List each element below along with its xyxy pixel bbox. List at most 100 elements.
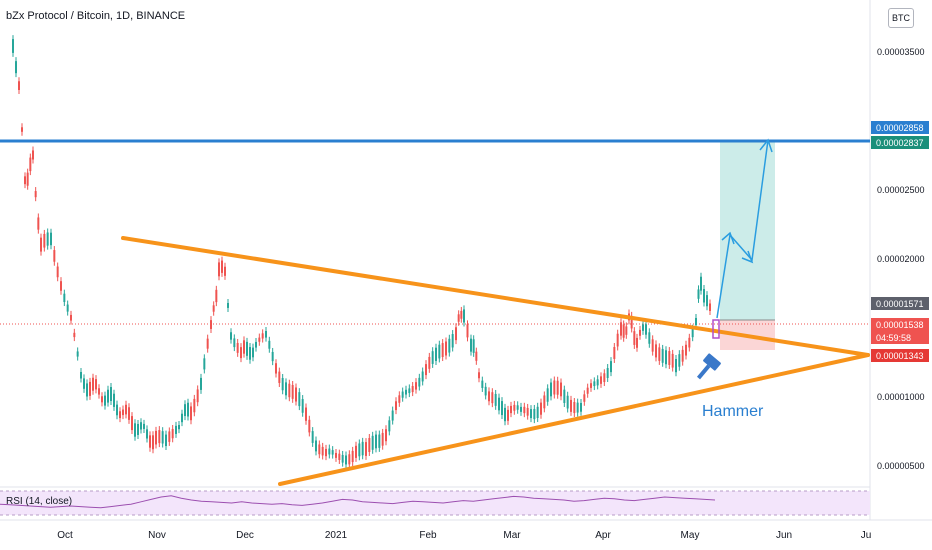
- candle-body: [570, 399, 572, 412]
- price-axis[interactable]: 0.00003500 0.00002500 0.00002000 0.00001000…: [877, 47, 925, 471]
- price-tags: 0.00002858 0.00002837 0.00001571 0.00001538…: [871, 121, 929, 362]
- currency-button[interactable]: BTC: [888, 8, 914, 28]
- candle-body: [40, 237, 42, 252]
- candle-body: [451, 334, 454, 348]
- candle-body: [401, 391, 404, 398]
- candle-body: [212, 305, 215, 312]
- candle-body: [481, 380, 484, 388]
- candle-body: [523, 406, 526, 414]
- candle-body: [636, 337, 638, 348]
- candle-body: [258, 337, 261, 342]
- candle-body: [34, 191, 37, 198]
- candle-body: [134, 423, 136, 437]
- candle-body: [243, 340, 245, 354]
- candle-body: [86, 383, 88, 397]
- candle-body: [475, 351, 478, 361]
- candle-body: [610, 361, 612, 373]
- candle-body: [63, 293, 66, 303]
- projection-path: [716, 139, 769, 319]
- candle-body: [706, 295, 708, 307]
- y-tick-label: 0.00002000: [877, 254, 925, 264]
- candle-body: [633, 331, 636, 345]
- candle-body: [573, 402, 576, 414]
- candle-body: [668, 351, 671, 365]
- candle-body: [298, 392, 301, 407]
- svg-text:0.00001343: 0.00001343: [876, 351, 924, 361]
- candle-body: [695, 317, 697, 326]
- candle-body: [355, 445, 357, 458]
- candle-body: [484, 386, 487, 396]
- candle-body: [215, 289, 218, 303]
- candle-body: [681, 349, 684, 362]
- price-tag: 0.00001538: [871, 318, 929, 331]
- candle-body: [348, 454, 351, 465]
- candle-body: [291, 385, 294, 399]
- candle-body: [556, 380, 559, 395]
- candle-body: [671, 353, 674, 368]
- triangle-lower-line[interactable]: [278, 353, 870, 486]
- triangle-upper-line[interactable]: [121, 236, 870, 357]
- candle-body: [371, 435, 374, 450]
- candle-body: [37, 217, 40, 230]
- candle-body: [21, 127, 23, 132]
- candle-body: [18, 81, 20, 90]
- candle-body: [685, 344, 687, 356]
- candle-body: [700, 276, 702, 291]
- candle-body: [76, 351, 79, 357]
- candle-body: [95, 379, 97, 390]
- candle-body: [271, 351, 274, 362]
- candle-body: [351, 450, 354, 463]
- time-axis[interactable]: Oct Nov Dec 2021 Feb Mar Apr May Jun Ju: [57, 530, 871, 541]
- candle-body: [448, 338, 451, 353]
- svg-text:0.00001538: 0.00001538: [876, 320, 924, 330]
- candle-body: [285, 382, 287, 396]
- x-tick-label: May: [681, 530, 700, 541]
- candle-body: [463, 309, 465, 323]
- candle-body: [26, 172, 29, 186]
- candle-body: [388, 420, 391, 432]
- candle-body: [405, 389, 407, 395]
- candle-body: [73, 332, 76, 338]
- candle-body: [395, 401, 397, 411]
- candle-body: [143, 423, 145, 429]
- candle-body: [230, 332, 232, 340]
- candle-body: [425, 364, 427, 376]
- candle-body: [107, 389, 109, 403]
- candle-body: [504, 407, 506, 422]
- candle-body: [210, 320, 212, 329]
- candle-body: [586, 387, 589, 394]
- candle-body: [566, 395, 569, 409]
- candle-body: [428, 356, 431, 369]
- candle-body: [550, 382, 552, 397]
- rsi-title: RSI (14, close): [6, 496, 73, 507]
- candle-body: [335, 452, 337, 458]
- candle-body: [158, 430, 161, 444]
- candle-body: [421, 371, 424, 382]
- candle-body: [60, 281, 62, 291]
- price-tag: 0.00001571: [871, 297, 929, 310]
- candle-body: [472, 339, 475, 353]
- candle-body: [385, 429, 387, 442]
- candle-body: [408, 388, 411, 394]
- candle-body: [625, 326, 628, 335]
- candle-body: [171, 428, 174, 439]
- candle-body: [328, 448, 331, 455]
- candle-body: [321, 446, 324, 456]
- candle-body: [308, 419, 311, 433]
- candle-body: [460, 310, 463, 319]
- hammer-annotation: Hammer: [702, 403, 764, 420]
- candle-body: [536, 406, 539, 419]
- candle-body: [338, 453, 341, 460]
- candle-body: [478, 372, 480, 379]
- target-zone: [720, 142, 775, 320]
- candle-body: [516, 405, 519, 410]
- candle-body: [398, 395, 401, 403]
- candle-body: [155, 430, 157, 445]
- candle-body: [435, 347, 437, 362]
- candle-body: [275, 363, 277, 374]
- x-tick-label: Oct: [57, 530, 73, 541]
- candle-body: [295, 387, 297, 402]
- candle-body: [381, 432, 384, 446]
- candle-body: [288, 383, 291, 398]
